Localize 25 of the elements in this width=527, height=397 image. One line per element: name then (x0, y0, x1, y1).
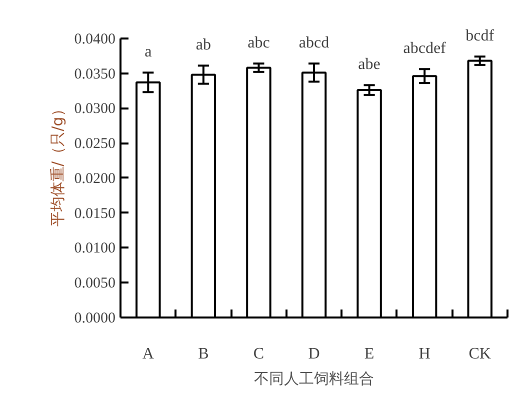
y-tick-label: 0.0100 (74, 240, 116, 257)
x-tick-label: C (253, 346, 264, 362)
x-tick-label: CK (468, 346, 492, 362)
y-tick-label: 0.0250 (74, 136, 116, 152)
y-tick-label: 0.0050 (74, 276, 116, 292)
y-tick-label: 0.0150 (74, 206, 116, 222)
y-tick-label: 0.0350 (74, 66, 116, 82)
x-tick-label: A (142, 346, 154, 362)
x-tick-label: E (364, 346, 374, 362)
annotation: abc (248, 34, 270, 52)
x-axis-title: 不同人工饲料组合 (254, 370, 374, 388)
y-tick-label: 0.0300 (74, 101, 116, 118)
annotation: ab (196, 36, 211, 54)
annotation: bcdf (466, 28, 495, 45)
x-tick-label: B (198, 346, 209, 362)
y-tick-label: 0.0400 (74, 31, 116, 48)
annotation: abcdef (403, 40, 447, 58)
y-tick-label: 0.0000 (74, 310, 116, 326)
annotation: abe (358, 56, 380, 74)
y-axis-title: 平均体重/（只/g） (48, 102, 66, 226)
x-tick-label: D (308, 346, 320, 362)
x-tick-label: H (418, 346, 431, 362)
y-tick-label: 0.0200 (74, 170, 116, 187)
annotation: abcd (298, 34, 330, 52)
annotation: a (144, 44, 152, 61)
